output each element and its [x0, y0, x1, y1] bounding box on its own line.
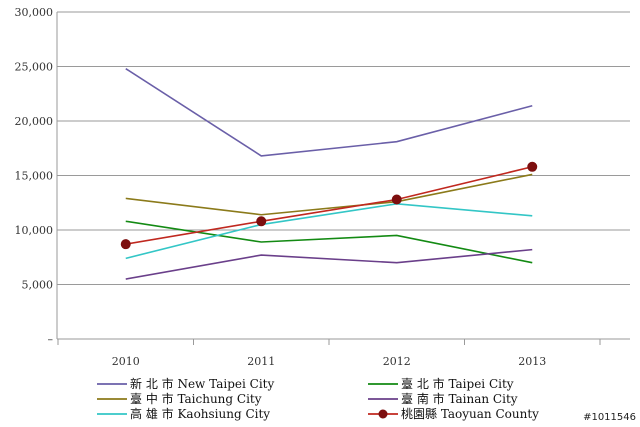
series-line-5	[125, 166, 533, 245]
grid-lines	[56, 11, 630, 345]
series-line-4	[125, 203, 533, 260]
legend-label: 高 雄 市 Kaohsiung City	[130, 406, 270, 421]
series-line-3	[125, 248, 533, 280]
y-tick-label: –	[48, 333, 54, 346]
y-tick-label: 20,000	[15, 115, 54, 128]
y-tick-label: 25,000	[15, 61, 54, 74]
series-point	[527, 161, 538, 172]
y-tick-label: 5,000	[22, 279, 54, 292]
series-line-1	[125, 220, 533, 264]
series-point	[391, 194, 402, 205]
y-tick-label: 15,000	[15, 170, 54, 183]
y-axis-ticks: – 5,000 10,000 15,000 20,000 25,000 30,000	[15, 6, 54, 346]
series-line-0	[125, 68, 533, 157]
series-point	[256, 216, 267, 227]
x-tick-label: 2012	[383, 355, 411, 368]
x-axis-ticks: 2010 2011 2012 2013	[112, 355, 547, 368]
legend-label: 臺 北 市 Taipei City	[401, 376, 514, 391]
legend-label: 臺 南 市 Tainan City	[401, 391, 518, 406]
legend-marker	[378, 409, 388, 419]
legend-label: 桃園縣 Taoyuan County	[401, 406, 539, 421]
legend-label: 臺 中 市 Taichung City	[130, 391, 262, 406]
series-point	[120, 239, 131, 250]
y-tick-label: 30,000	[15, 6, 54, 19]
legend: 新 北 市 New Taipei City 臺 北 市 Taipei City臺 …	[97, 376, 539, 421]
watermark-id: #1011546	[583, 412, 636, 423]
legend-label: 新 北 市 New Taipei City	[130, 376, 274, 391]
series-line-2	[125, 173, 533, 216]
series-lines	[125, 68, 533, 280]
y-tick-label: 10,000	[15, 224, 54, 237]
x-tick-label: 2013	[518, 355, 546, 368]
series-markers	[120, 161, 538, 250]
x-tick-label: 2010	[112, 355, 140, 368]
x-tick-label: 2011	[247, 355, 275, 368]
